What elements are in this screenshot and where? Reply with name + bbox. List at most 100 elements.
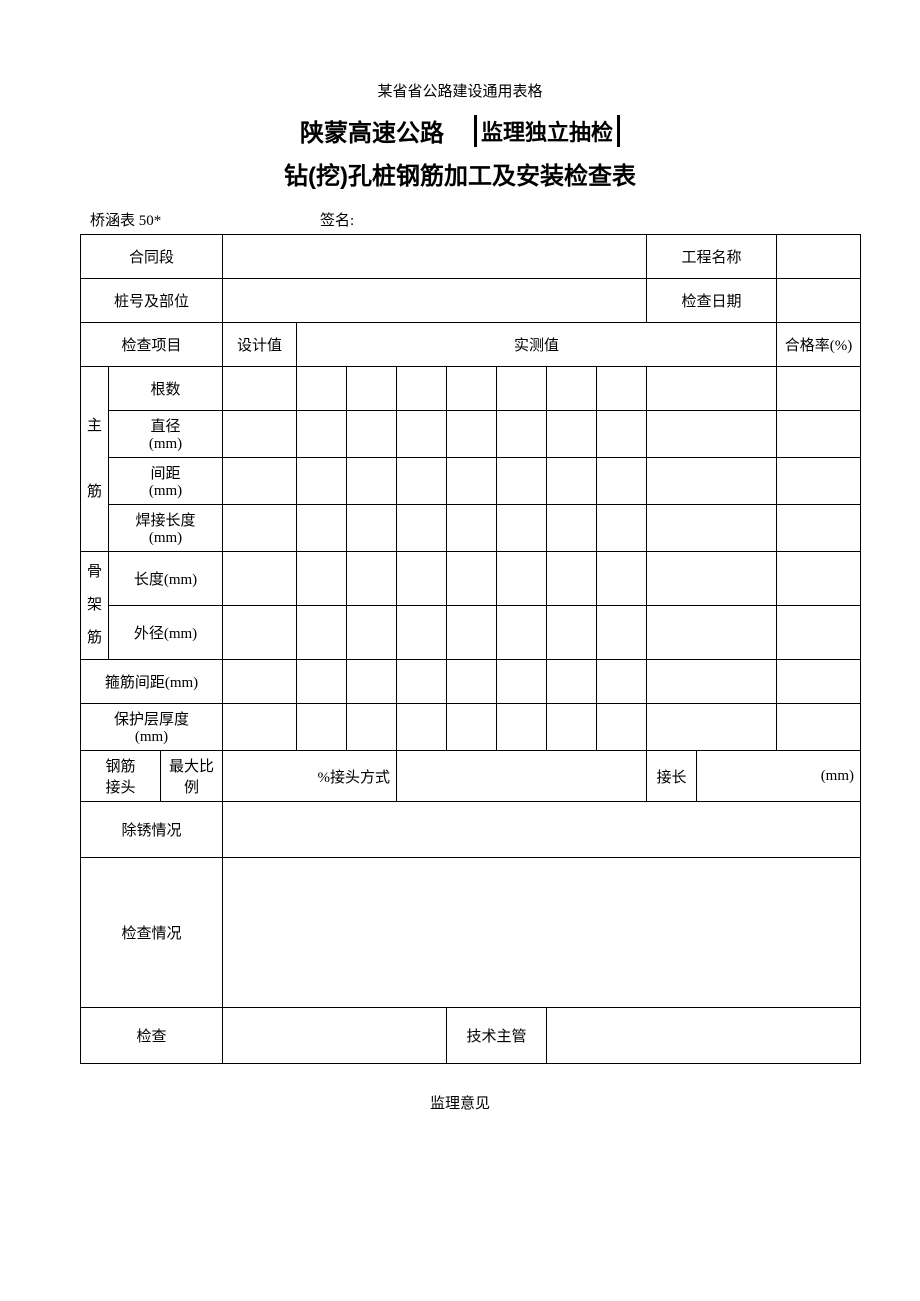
cell [347, 606, 397, 660]
label-contract: 合同段 [81, 235, 223, 279]
cell [497, 606, 547, 660]
cell [297, 660, 347, 704]
label-pass-rate: 合格率(%) [777, 323, 861, 367]
label-pile-location: 桩号及部位 [81, 279, 223, 323]
label-spacing: 间距 (mm) [109, 458, 223, 505]
cell [347, 411, 397, 458]
cell [347, 660, 397, 704]
cell [447, 704, 497, 751]
cell [547, 367, 597, 411]
cell [597, 606, 647, 660]
label-check-date: 检查日期 [647, 279, 777, 323]
cell [547, 505, 597, 552]
value-check-by [223, 1008, 447, 1064]
value-check-situation [223, 858, 861, 1008]
label-count: 根数 [109, 367, 223, 411]
inspection-table: 合同段 工程名称 桩号及部位 检查日期 检查项目 设计值 实测值 合格率(%) … [80, 234, 861, 1064]
label-tech-supervisor: 技术主管 [447, 1008, 547, 1064]
cell [597, 411, 647, 458]
cell [223, 606, 297, 660]
cell [497, 505, 547, 552]
cell [547, 660, 597, 704]
cell [397, 660, 447, 704]
label-check: 检查 [81, 1008, 223, 1064]
row-length: 骨架筋 长度(mm) [81, 552, 861, 606]
cell [597, 660, 647, 704]
cell [497, 704, 547, 751]
cell [447, 505, 497, 552]
value-contract [223, 235, 647, 279]
row-check-situation: 检查情况 [81, 858, 861, 1008]
cell [223, 367, 297, 411]
cell [447, 552, 497, 606]
label-main-rebar: 主筋 [81, 367, 109, 552]
cell [777, 411, 861, 458]
row-joint: 钢筋 接头 最大比 例 %接头方式 接长 (mm) [81, 751, 861, 802]
cell [597, 458, 647, 505]
cell [347, 505, 397, 552]
cell [777, 704, 861, 751]
label-check-situation: 检查情况 [81, 858, 223, 1008]
label-check-item: 检查项目 [81, 323, 223, 367]
title-main: 陕蒙高速公路 [300, 113, 444, 148]
cell [597, 505, 647, 552]
label-max-ratio: 最大比 例 [161, 751, 223, 802]
row-signatures: 检查 技术主管 [81, 1008, 861, 1064]
cell [447, 606, 497, 660]
cell [777, 552, 861, 606]
title-row: 陕蒙高速公路 监理独立抽检 [80, 113, 840, 148]
cell [223, 660, 297, 704]
value-check-date [777, 279, 861, 323]
cell [547, 606, 597, 660]
cell [597, 367, 647, 411]
label-rust-removal: 除锈情况 [81, 802, 223, 858]
cell [397, 367, 447, 411]
label-length: 长度(mm) [109, 552, 223, 606]
label-project-name: 工程名称 [647, 235, 777, 279]
row-header: 检查项目 设计值 实测值 合格率(%) [81, 323, 861, 367]
row-rust: 除锈情况 [81, 802, 861, 858]
cell [597, 704, 647, 751]
cell [223, 704, 297, 751]
cell [647, 704, 777, 751]
label-diameter: 直径 (mm) [109, 411, 223, 458]
cell [297, 704, 347, 751]
cell [447, 660, 497, 704]
value-rust-removal [223, 802, 861, 858]
row-weld-length: 焊接长度 (mm) [81, 505, 861, 552]
value-tech-supervisor [547, 1008, 861, 1064]
cell [397, 552, 447, 606]
cell [447, 411, 497, 458]
subtitle: 钻(挖)孔桩钢筋加工及安装检查表 [80, 156, 840, 191]
meta-left: 桥涵表 50* [90, 209, 320, 230]
cell [347, 704, 397, 751]
cell [297, 458, 347, 505]
cell [547, 458, 597, 505]
cell [347, 552, 397, 606]
cell [297, 367, 347, 411]
row-outer-diameter: 外径(mm) [81, 606, 861, 660]
label-percent-joint: %接头方式 [223, 751, 397, 802]
cell [347, 458, 397, 505]
cell [497, 660, 547, 704]
cell [777, 606, 861, 660]
cell [497, 458, 547, 505]
value-joint-method [397, 751, 647, 802]
cell [777, 458, 861, 505]
cell [397, 458, 447, 505]
cell [223, 505, 297, 552]
cell [647, 606, 777, 660]
cell [347, 367, 397, 411]
cell [397, 505, 447, 552]
cell [777, 367, 861, 411]
label-weld-length: 焊接长度 (mm) [109, 505, 223, 552]
row-stirrup: 箍筋间距(mm) [81, 660, 861, 704]
cell [397, 606, 447, 660]
cell [223, 552, 297, 606]
cell [777, 660, 861, 704]
cell [647, 458, 777, 505]
cell [497, 552, 547, 606]
row-cover: 保护层厚度 (mm) [81, 704, 861, 751]
cell [447, 367, 497, 411]
cell [297, 606, 347, 660]
